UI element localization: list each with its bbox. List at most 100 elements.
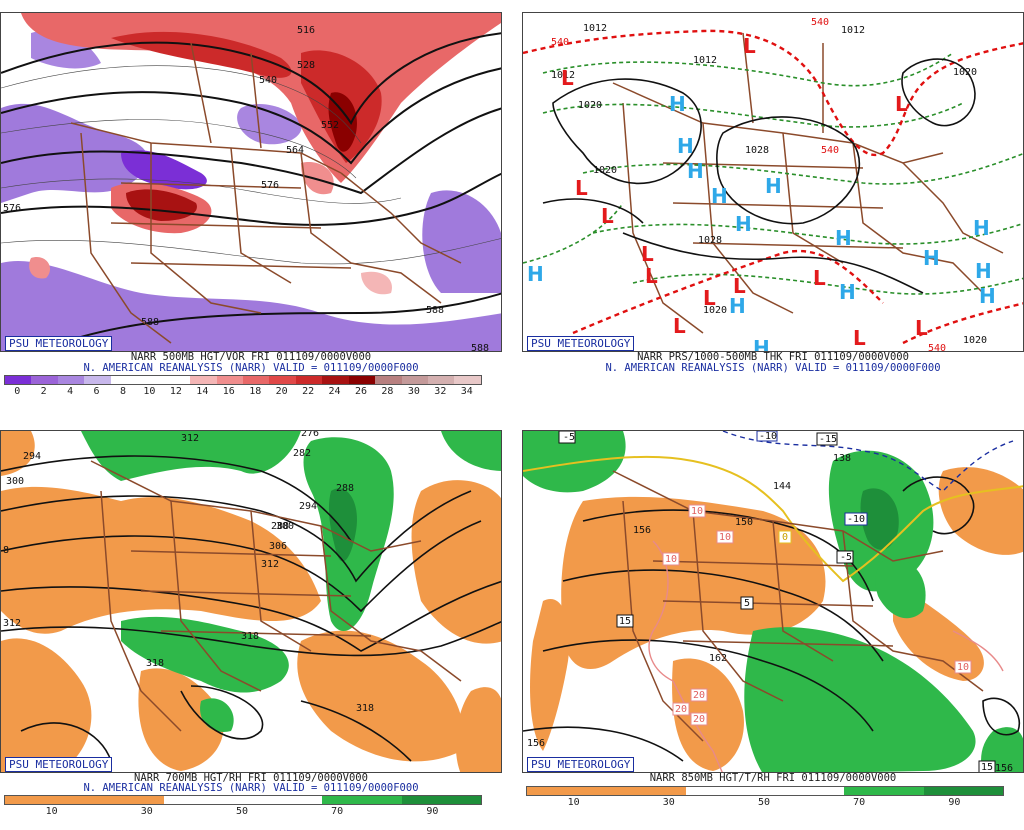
scale-tick-label: 30 [140,806,153,817]
scale-tick-label: 30 [407,386,420,397]
temperature-label: -5 [563,432,575,443]
height-label: 156 [995,763,1013,773]
height-label: 144 [773,481,791,492]
panel-500mb-vorticity: 516 528 540 552 564 576 576 588 588 588 … [0,12,502,412]
scale-tick-label: 14 [196,386,209,397]
height-label: 588 [141,317,159,328]
low-pressure-symbol: L [561,66,574,90]
scale-swatch [163,376,191,384]
height-label: 312 [261,559,279,570]
temperature-label: 20 [693,714,705,725]
panel-850mb-temp-rh: 138 144 150 156 156 162 156 -5 -10 -15 -… [522,430,1024,830]
scale-swatch [401,796,481,804]
low-pressure-symbol: L [813,266,826,290]
thickness-label: 540 [551,37,569,48]
scale-swatch [764,787,845,795]
scale-swatch [242,796,323,804]
scale-tick-label: 90 [948,797,961,808]
scale-tick-label: 10 [45,806,58,817]
high-pressure-symbol: H [975,259,992,283]
scale-tick-label: 70 [331,806,344,817]
height-label: 294 [23,451,41,462]
scale-swatch [84,376,111,384]
low-pressure-symbol: L [575,176,588,200]
height-label: 288 [271,521,289,532]
thickness-label: 540 [811,17,829,28]
psu-meteorology-badge: PSU METEOROLOGY [527,336,635,351]
height-label: 318 [356,703,374,714]
scale-tick-label: 28 [381,386,394,397]
scale-swatch [375,376,402,384]
map-pressure: 540 1012 1012 1012 1020 1020 1020 1028 1… [522,12,1024,352]
scale-tick-label: 30 [662,797,675,808]
scale-tick-label: 50 [757,797,771,808]
temperature-label: 15 [619,616,631,627]
temperature-label: 10 [691,506,703,517]
low-pressure-symbol: L [641,242,654,266]
temperature-label: 0 [782,532,788,543]
panel-700mb-rh: 288 276 282 294 300 294 288 300 306 312 … [0,430,502,830]
temperature-label: -10 [847,514,865,525]
scale-swatch [137,376,164,384]
temperature-label: 15 [981,762,993,773]
thickness-label: 540 [821,145,839,156]
temperature-label: 10 [665,554,677,565]
scale-swatch [190,376,217,384]
scale-swatch [401,376,428,384]
temperature-label: 10 [957,662,969,673]
height-label: 306 [269,541,287,552]
height-label: 282 [293,448,311,459]
height-label: 540 [259,75,277,86]
scale-swatch [527,787,607,795]
scale-tick-label: 2 [40,386,47,397]
low-pressure-symbol: L [601,204,614,228]
high-pressure-symbol: H [753,336,770,352]
psu-meteorology-badge: PSU METEOROLOGY [5,757,113,772]
height-label: 300 [276,521,294,532]
high-pressure-symbol: H [729,294,746,318]
height-label: 294 [299,501,317,512]
psu-meteorology-badge: PSU METEOROLOGY [5,336,113,351]
low-pressure-symbol: L [853,326,866,350]
scale-swatch [348,376,376,384]
chart-subtitle: N. AMERICAN REANALYSIS (NARR) VALID = 01… [83,362,419,374]
high-pressure-symbol: H [765,174,782,198]
chart-title: NARR 700MB HGT/RH FRI 011109/0000V000 [134,772,368,784]
scale-swatch [57,376,85,384]
scale-swatch [269,376,296,384]
high-pressure-symbol: H [527,262,544,286]
rh-700mb-map-svg: 288 276 282 294 300 294 288 300 306 312 … [1,431,501,772]
height-label: 576 [261,180,279,191]
height-label: 552 [321,120,339,131]
isobar-label: 1028 [698,235,722,246]
scale-swatch [322,796,402,804]
scale-swatch [454,376,481,384]
thickness-label: 540 [928,343,946,352]
scale-swatch [110,376,138,384]
scale-swatch [844,787,924,795]
low-pressure-symbol: L [733,274,746,298]
chart-title: NARR PRS/1000-500MB THK FRI 011109/0000V… [637,351,909,363]
chart-subtitle: N. AMERICAN REANALYSIS (NARR) VALID = 01… [605,362,941,374]
isobar-label: 1020 [953,67,977,78]
high-pressure-symbol: H [711,184,728,208]
scale-swatch [295,376,323,384]
scale-tick-label: 50 [235,806,249,817]
rh-color-scale [4,795,482,805]
scale-tick-label: 22 [302,386,315,397]
scale-tick-label: 18 [249,386,262,397]
height-label: 318 [241,631,259,642]
vorticity-color-scale [4,375,482,385]
low-pressure-symbol: L [895,92,908,116]
rh-color-scale [526,786,1004,796]
height-label: 276 [301,431,319,439]
height-label: 528 [297,60,315,71]
scale-tick-label: 70 [853,797,866,808]
temperature-label: 10 [719,532,731,543]
height-label: 138 [833,453,851,464]
map-700mb: 288 276 282 294 300 294 288 300 306 312 … [0,430,502,773]
chart-subtitle: N. AMERICAN REANALYSIS (NARR) VALID = 01… [83,782,419,794]
scale-swatch [428,376,455,384]
scale-swatch [685,787,765,795]
scale-tick-label: 16 [222,386,235,397]
